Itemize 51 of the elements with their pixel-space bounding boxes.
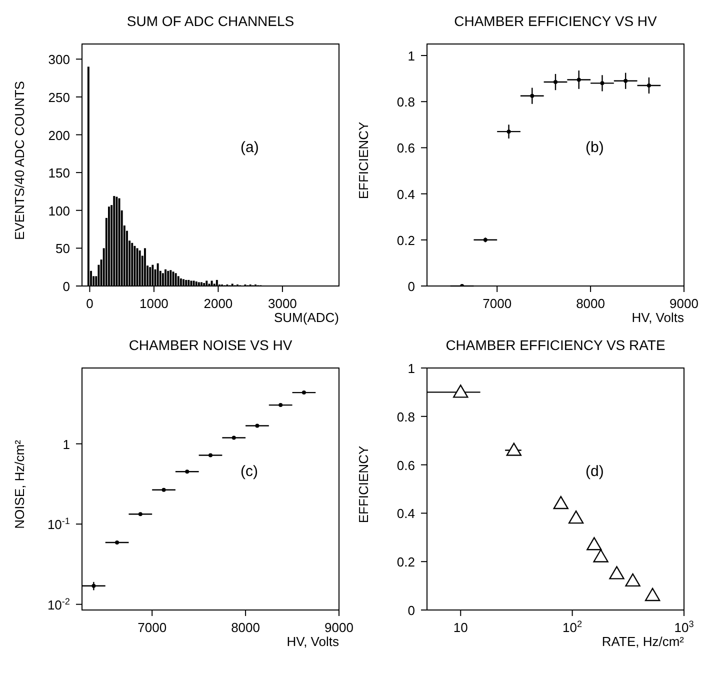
y-axis-title: EVENTS/40 ADC COUNTS [12,80,26,240]
y-tick-label: 0.6 [396,458,415,473]
x-axis-title: HV, Volts [632,310,684,325]
y-tick-label: 0 [62,279,70,294]
y-tick-label: 0.2 [396,554,415,570]
y-axis-title: EFFICIENCY [356,121,372,199]
y-tick-label: 0.8 [396,94,415,110]
annotation: (a) [240,138,259,156]
x-tick-label: 3000 [268,296,297,311]
x-tick-label: 2000 [204,296,233,311]
y-tick-label: 1 [62,436,70,452]
annotation: (c) [240,462,258,480]
y-tick-label: 300 [48,52,70,68]
y-tick-label: 0 [408,603,415,618]
annotation: (d) [586,462,604,480]
y-tick-label: 100 [48,203,70,218]
x-tick-label: 10 [453,620,468,635]
x-tick-label: 9000 [324,620,354,635]
x-tick-label: 10$^{3}$ [674,619,694,635]
x-tick-label: 7000 [138,620,167,635]
y-axis-title: NOISE, Hz/cm² [12,440,26,528]
x-tick-label: 9000 [670,296,698,311]
x-tick-label: 8000 [231,620,260,635]
y-tick-label: 0.4 [396,506,415,522]
x-axis-title: HV, Volts [286,634,339,649]
y-tick-label: 10$^{-2}$ [47,596,70,612]
x-tick-label: 7000 [482,296,512,311]
y-axis-title: EFFICIENCY [356,445,372,523]
y-tick-label: 0.6 [396,140,415,156]
y-tick-label: 200 [48,128,70,143]
chart-title: CHAMBER EFFICIENCY VS RATE [444,336,666,355]
y-tick-label: 1 [408,48,415,64]
y-tick-label: 10$^{-1}$ [47,516,70,532]
y-tick-label: 0 [408,279,415,294]
x-tick-label: 0 [86,296,94,311]
chart-title: SUM OF ADC CHANNELS [126,12,296,31]
y-tick-label: 250 [48,90,70,105]
x-tick-label: 1000 [140,296,168,311]
y-tick-label: 150 [48,166,70,181]
y-tick-label: 0.8 [396,409,415,424]
chart-title: CHAMBER NOISE VS HV [128,336,294,355]
y-tick-label: 50 [56,241,70,256]
chart-title: CHAMBER EFFICIENCY VS HV [453,12,658,31]
x-tick-label: 10$^{2}$ [562,619,582,635]
y-tick-label: 0.4 [396,186,415,202]
x-tick-label: 8000 [576,296,606,311]
x-axis-title: SUM(ADC) [274,310,339,325]
x-axis-title: RATE, Hz/cm² [602,634,684,649]
annotation: (b) [586,138,604,156]
y-tick-label: 0.2 [396,232,415,248]
y-tick-label: 1 [408,361,415,376]
